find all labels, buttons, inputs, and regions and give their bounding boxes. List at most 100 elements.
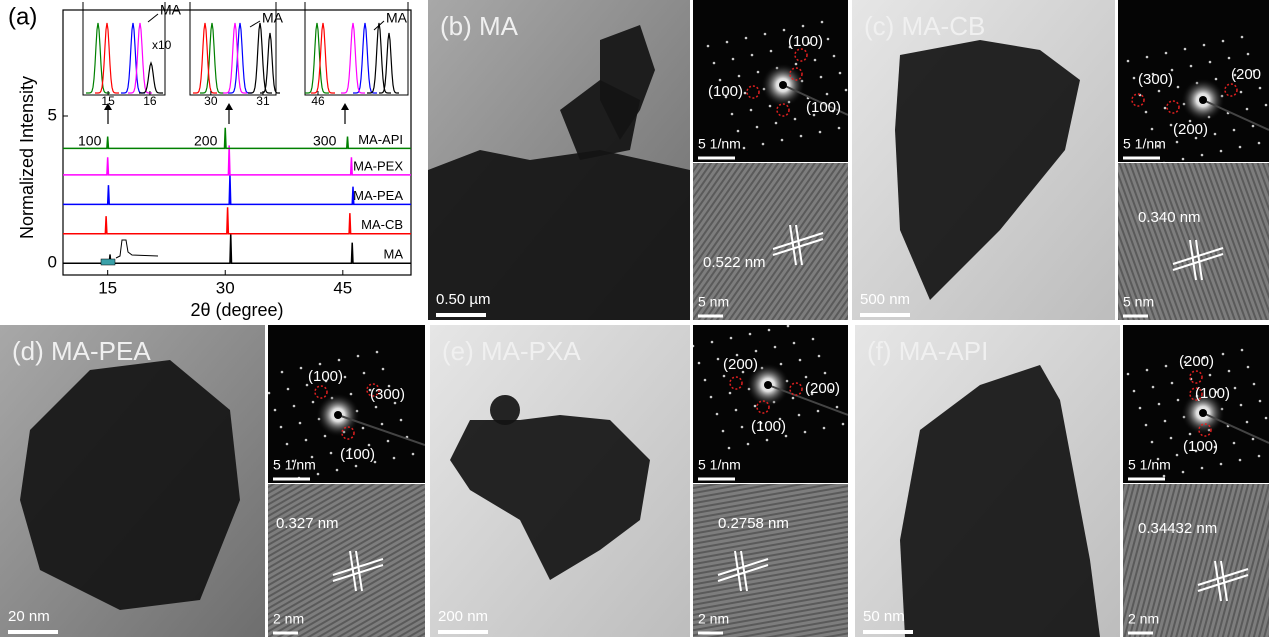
diffraction-dot (1222, 40, 1225, 43)
diffraction-dot (1127, 373, 1130, 376)
diffraction-dot (1241, 349, 1244, 352)
diffraction-dot (764, 33, 767, 36)
diffraction-dot (795, 63, 798, 66)
diffraction-dot (1247, 366, 1250, 369)
scale-label: 5 1/nm (1123, 136, 1166, 152)
diffraction-dot (286, 443, 289, 446)
diffraction-dot (324, 435, 327, 438)
beam-stop-tip (779, 81, 787, 89)
diffraction-dot (820, 76, 823, 79)
spot-index: (200) (1173, 121, 1208, 138)
diffraction-dot (1209, 61, 1212, 64)
diffraction-dot (357, 355, 360, 358)
diffraction-dot (726, 41, 729, 44)
tem-image (430, 325, 690, 637)
diffraction-dot (716, 413, 719, 416)
diffraction-dot (1165, 365, 1168, 368)
scale-label: 5 1/nm (698, 457, 741, 473)
diffraction-dot (749, 333, 752, 336)
lattice-spacing: 0.340 nm (1138, 209, 1201, 226)
scale-label: 2 nm (698, 611, 729, 627)
diffraction-dot (799, 359, 802, 362)
diffraction-dot (293, 405, 296, 408)
scale-label: 20 nm (8, 608, 50, 625)
diffraction-dot (826, 93, 829, 96)
diffraction-dot (375, 406, 378, 409)
diffraction-dot (1233, 129, 1236, 132)
diffraction-dot (1190, 65, 1193, 68)
x-tick-label: 45 (333, 278, 352, 297)
beam-stop-tip (334, 411, 342, 419)
diffraction-dot (350, 393, 353, 396)
diffraction-dot (1214, 133, 1217, 136)
panel-label: (e) MA-PXA (442, 336, 581, 366)
diffraction-dot (287, 388, 290, 391)
diffraction-dot (1158, 90, 1161, 93)
inset-tick-label: 30 (204, 94, 218, 108)
diffraction-dot (729, 392, 732, 395)
diffraction-dot (336, 469, 339, 472)
diffraction-dot (824, 372, 827, 375)
diffraction-dot (833, 55, 836, 58)
diffraction-dot (1240, 404, 1243, 407)
diffraction-dot (393, 457, 396, 460)
diffraction-dot (1176, 454, 1179, 457)
diffraction-dot (707, 45, 710, 48)
diffraction-dot (1201, 154, 1204, 157)
diffraction-dot (805, 376, 808, 379)
spot-index: (100) (751, 418, 786, 435)
diffraction-dot (775, 122, 778, 125)
diffraction-dot (1239, 146, 1242, 149)
diffraction-dot (1222, 353, 1225, 356)
diffraction-dot (751, 54, 754, 57)
scale-label: 5 1/nm (273, 457, 316, 473)
diffraction-dot (1133, 390, 1136, 393)
diffraction-dot (1252, 438, 1255, 441)
diffraction-dot (381, 423, 384, 426)
diffraction-dot (1252, 125, 1255, 128)
diffraction-dot (1165, 52, 1168, 55)
diffraction-dot (818, 355, 821, 358)
inset-pointer (374, 21, 384, 30)
spot-index: (200) (1179, 353, 1214, 370)
inset-tick-label: 46 (311, 94, 325, 108)
diffraction-dot (376, 351, 379, 354)
diffraction-dot (1215, 78, 1218, 81)
diffraction-dot (1127, 60, 1130, 63)
diffraction-dot (1177, 86, 1180, 89)
diffraction-dot (1240, 91, 1243, 94)
diffraction-dot (823, 427, 826, 430)
arrow-head (341, 103, 349, 110)
spot-index: (300) (370, 386, 405, 403)
diffraction-dot (382, 368, 385, 371)
diffraction-dot (728, 447, 731, 450)
spot-index: (100) (1195, 385, 1230, 402)
spot-index: (100) (308, 368, 343, 385)
diffraction-dot (268, 392, 271, 395)
diffraction-dot (1171, 382, 1174, 385)
diffraction-dot (732, 58, 735, 61)
pattern-line (63, 207, 411, 234)
diffraction-dot (814, 59, 817, 62)
diffraction-dot (1158, 403, 1161, 406)
series-label: MA-API (358, 132, 403, 147)
diffraction-dot (312, 401, 315, 404)
lattice-spacing: 0.2758 nm (718, 515, 789, 532)
diffraction-dot (747, 443, 750, 446)
diffraction-dot (1265, 417, 1268, 420)
diffraction-dot (738, 75, 741, 78)
inset-pointer (250, 21, 260, 27)
particle (490, 395, 520, 425)
lattice-spacing: 0.327 nm (276, 515, 339, 532)
diffraction-dot (1265, 104, 1268, 107)
x-tick-label: 30 (216, 278, 235, 297)
scale-label: 5 1/nm (698, 136, 741, 152)
diffraction-dot (1152, 386, 1155, 389)
diffraction-dot (798, 414, 801, 417)
y-tick-label: 5 (48, 105, 57, 124)
diffraction-dot (1146, 56, 1149, 59)
inset-label: MA (262, 10, 284, 26)
lattice-spacing: 0.34432 nm (1138, 520, 1217, 537)
spot-index: (100) (788, 33, 823, 50)
y-axis-label: Normalized Intensity (17, 76, 37, 239)
